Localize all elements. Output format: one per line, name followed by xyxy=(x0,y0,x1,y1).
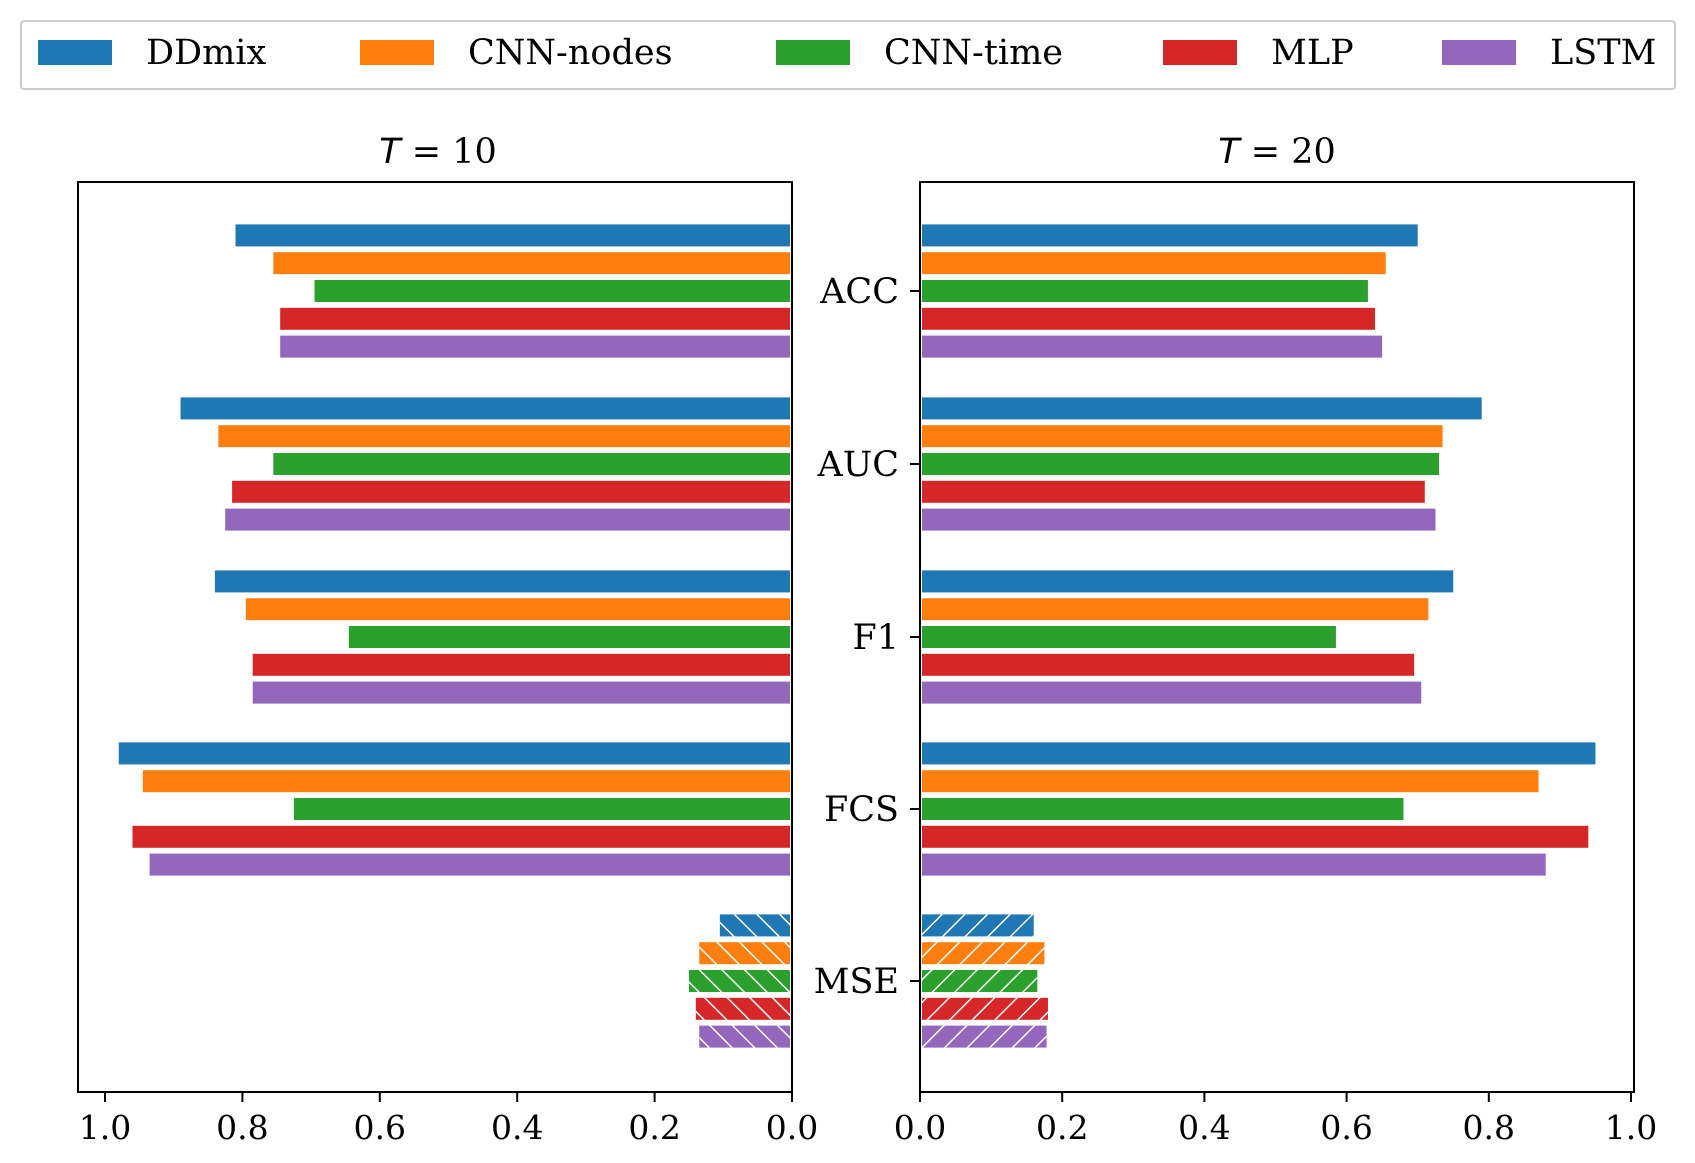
bar-cnn-time-acc-panel0 xyxy=(314,280,790,302)
legend-label-cnn-nodes: CNN-nodes xyxy=(468,33,673,73)
bar-lstm-f1-panel1 xyxy=(922,681,1422,704)
legend-swatch-lstm xyxy=(1442,40,1516,65)
panel-t20: T = 20 0.0 0.2 0.4 0.6 0.8 1.0 xyxy=(894,132,1657,1147)
legend-swatch-cnn-nodes xyxy=(360,40,434,65)
category-label-acc: ACC xyxy=(819,272,899,312)
bar-ddmix-auc-panel1 xyxy=(922,397,1482,420)
bar-lstm-f1-panel0 xyxy=(252,681,790,704)
bar-hatch-mlp-mse-panel0 xyxy=(695,997,790,1020)
bar-cnn-time-auc-panel1 xyxy=(922,453,1440,475)
legend-swatch-cnn-time xyxy=(776,40,850,65)
bar-cnn-nodes-auc-panel0 xyxy=(218,425,791,448)
legend-label-ddmix: DDmix xyxy=(146,33,267,73)
bar-mlp-fcs-panel0 xyxy=(132,825,791,848)
panel-title-t10: T = 10 xyxy=(379,132,497,172)
bar-lstm-acc-panel0 xyxy=(280,335,790,358)
bar-ddmix-acc-panel0 xyxy=(235,224,790,247)
x-tick-label-1-0-panel0: 1.0 xyxy=(79,1108,131,1147)
x-tick-label-1-0-panel1: 1.0 xyxy=(1605,1108,1657,1147)
bar-mlp-fcs-panel1 xyxy=(922,825,1589,848)
bar-cnn-time-fcs-panel1 xyxy=(922,798,1404,820)
bar-mlp-auc-panel1 xyxy=(922,480,1425,503)
panel-title-text: = 10 xyxy=(401,132,497,172)
bar-ddmix-auc-panel0 xyxy=(180,397,790,420)
bar-hatch-cnn-time-mse-panel1 xyxy=(922,970,1038,992)
bar-hatch-ddmix-mse-panel1 xyxy=(922,914,1034,937)
bar-cnn-nodes-fcs-panel0 xyxy=(142,770,790,793)
bar-hatch-cnn-time-mse-panel0 xyxy=(688,970,790,992)
x-tick-label-0-2-panel1: 0.2 xyxy=(1036,1108,1088,1147)
bar-hatch-lstm-mse-panel1 xyxy=(922,1025,1047,1048)
bar-lstm-acc-panel1 xyxy=(922,335,1383,358)
x-tick-label-0-0-panel0: 0.0 xyxy=(766,1108,818,1147)
legend-label-cnn-time: CNN-time xyxy=(884,33,1063,73)
category-label-f1: F1 xyxy=(852,618,899,658)
x-tick-label-0-8-panel1: 0.8 xyxy=(1463,1108,1515,1147)
bar-cnn-time-f1-panel0 xyxy=(348,626,790,648)
bar-ddmix-f1-panel1 xyxy=(922,570,1454,593)
bar-lstm-auc-panel1 xyxy=(922,508,1436,531)
bar-hatch-cnn-nodes-mse-panel1 xyxy=(922,942,1045,965)
panel-title-symbol: T xyxy=(1218,132,1242,172)
legend-swatch-ddmix xyxy=(38,40,112,65)
panel-title-symbol: T xyxy=(379,132,403,172)
category-axis: ACC AUC F1 FCS MSE xyxy=(814,272,920,1002)
bar-hatch-lstm-mse-panel0 xyxy=(699,1025,790,1048)
bar-lstm-fcs-panel1 xyxy=(922,853,1546,876)
bar-cnn-nodes-f1-panel1 xyxy=(922,598,1429,621)
plot-frame-t10 xyxy=(77,181,793,1093)
legend-label-mlp: MLP xyxy=(1271,33,1354,73)
bar-cnn-nodes-acc-panel1 xyxy=(922,252,1386,275)
bar-cnn-nodes-acc-panel0 xyxy=(273,252,790,275)
bar-ddmix-f1-panel0 xyxy=(214,570,791,593)
x-tick-label-0-2-panel0: 0.2 xyxy=(628,1108,680,1147)
category-label-mse: MSE xyxy=(814,962,899,1002)
bar-cnn-nodes-f1-panel0 xyxy=(245,598,790,621)
bar-cnn-time-fcs-panel0 xyxy=(293,798,790,820)
category-label-auc: AUC xyxy=(816,445,899,485)
bar-ddmix-fcs-panel0 xyxy=(118,742,791,765)
bar-cnn-time-f1-panel1 xyxy=(922,626,1336,648)
legend: DDmix CNN-nodes CNN-time MLP LSTM xyxy=(20,20,1676,90)
x-tick-label-0-8-panel0: 0.8 xyxy=(216,1108,268,1147)
x-tick-label-0-6-panel1: 0.6 xyxy=(1320,1108,1372,1147)
bar-lstm-auc-panel0 xyxy=(225,508,791,531)
bar-mlp-f1-panel0 xyxy=(252,653,790,676)
x-tick-label-0-6-panel0: 0.6 xyxy=(354,1108,406,1147)
x-tick-label-0-4-panel0: 0.4 xyxy=(491,1108,543,1147)
bar-ddmix-fcs-panel1 xyxy=(922,742,1596,765)
x-tick-label-0-4-panel1: 0.4 xyxy=(1178,1108,1230,1147)
bar-hatch-cnn-nodes-mse-panel0 xyxy=(699,942,790,965)
bar-hatch-ddmix-mse-panel0 xyxy=(719,914,790,937)
bar-cnn-nodes-fcs-panel1 xyxy=(922,770,1539,793)
legend-swatch-mlp xyxy=(1163,40,1237,65)
panel-title-text: = 20 xyxy=(1240,132,1336,172)
bar-lstm-fcs-panel0 xyxy=(149,853,790,876)
bar-mlp-auc-panel0 xyxy=(232,480,791,503)
bar-cnn-time-auc-panel0 xyxy=(273,453,790,475)
legend-label-lstm: LSTM xyxy=(1550,33,1656,73)
bar-cnn-nodes-auc-panel1 xyxy=(922,425,1443,448)
bar-cnn-time-acc-panel1 xyxy=(922,280,1368,302)
bar-mlp-f1-panel1 xyxy=(922,653,1415,676)
panel-t10: T = 10 0.0 0.2 0.4 0.6 0.8 1.0 xyxy=(77,132,818,1147)
bar-ddmix-acc-panel1 xyxy=(922,224,1418,247)
panel-title-t20: T = 20 xyxy=(1218,132,1336,172)
bar-mlp-acc-panel0 xyxy=(280,307,790,330)
bar-mlp-acc-panel1 xyxy=(922,307,1376,330)
category-label-fcs: FCS xyxy=(824,790,899,830)
bar-hatch-mlp-mse-panel1 xyxy=(922,997,1048,1020)
x-tick-label-0-0-panel1: 0.0 xyxy=(894,1108,946,1147)
